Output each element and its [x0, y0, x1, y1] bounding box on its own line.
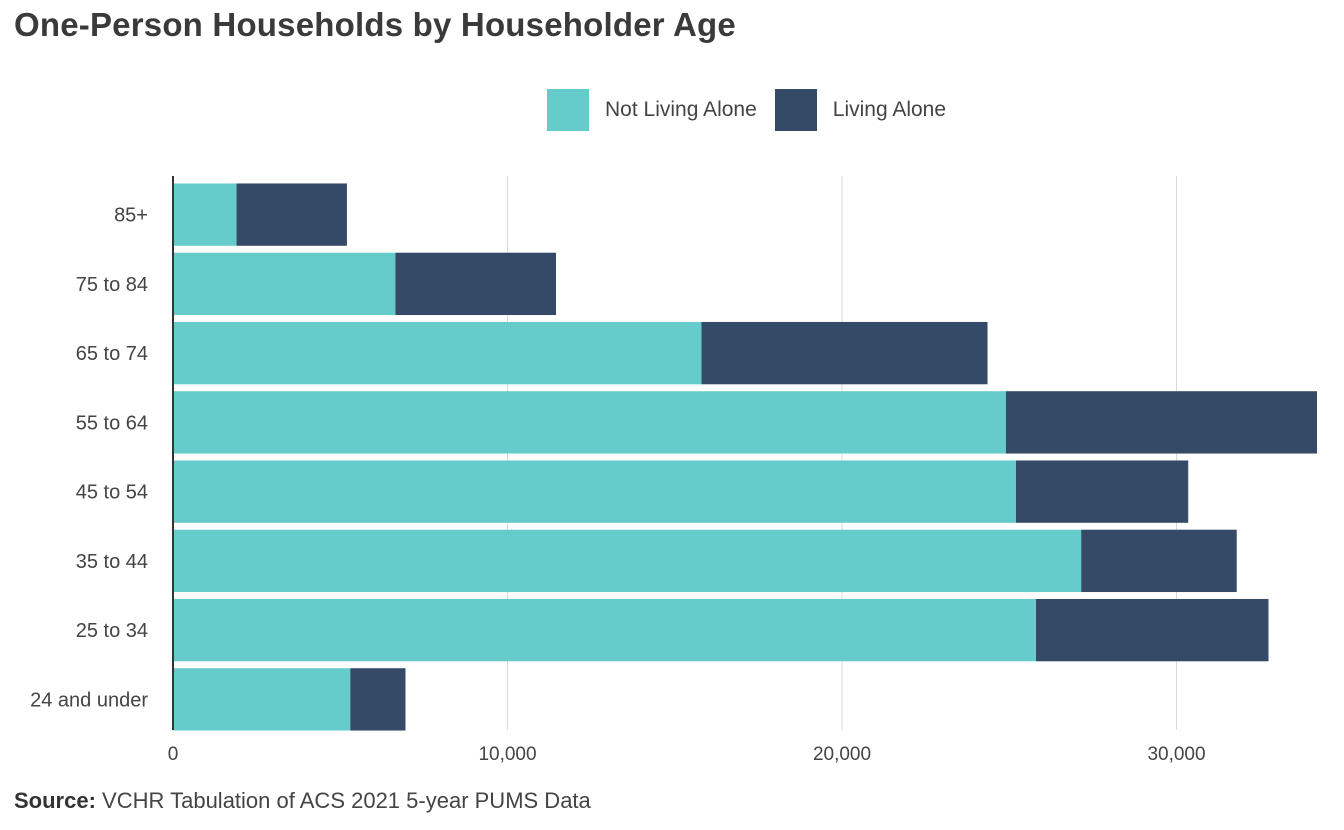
y-category-label: 35 to 44 [76, 551, 148, 573]
chart-title: One-Person Households by Householder Age [14, 6, 736, 43]
legend-swatch-not-living-alone [547, 89, 589, 131]
bar-not-living-alone [173, 252, 396, 316]
bar-living-alone [236, 183, 347, 246]
y-category-label: 25 to 34 [76, 620, 148, 642]
legend: Not Living Alone Living Alone [547, 89, 964, 131]
legend-label-not-living-alone: Not Living Alone [605, 98, 757, 121]
x-tick-label: 0 [168, 744, 179, 765]
bar-living-alone [1036, 598, 1269, 662]
y-category-label: 85+ [114, 205, 148, 227]
y-category-label: 45 to 54 [76, 482, 148, 504]
legend-item-not-living-alone: Not Living Alone [547, 89, 757, 131]
source-label: Source: [14, 788, 96, 813]
bar-living-alone [1081, 529, 1237, 593]
bar-living-alone [1015, 460, 1189, 523]
bar-not-living-alone [173, 460, 1016, 523]
bar-living-alone [350, 668, 406, 731]
bar-not-living-alone [173, 668, 351, 731]
bar-not-living-alone [173, 183, 237, 246]
y-category-label: 24 and under [30, 689, 148, 711]
bar-not-living-alone [173, 391, 1006, 454]
source-text: VCHR Tabulation of ACS 2021 5-year PUMS … [102, 788, 591, 813]
y-category-label: 65 to 74 [76, 343, 148, 365]
x-tick-label: 20,000 [813, 744, 871, 765]
y-category-label: 55 to 64 [76, 412, 148, 434]
source-note: Source: VCHR Tabulation of ACS 2021 5-ye… [14, 788, 591, 814]
bar-living-alone [1005, 391, 1317, 454]
bar-not-living-alone [173, 529, 1082, 593]
legend-item-living-alone: Living Alone [774, 89, 947, 131]
legend-swatch-living-alone [774, 89, 817, 131]
x-tick-label: 30,000 [1147, 744, 1205, 765]
x-tick-label: 10,000 [478, 744, 536, 765]
bar-living-alone [395, 252, 557, 316]
legend-label-living-alone: Living Alone [832, 98, 947, 121]
bar-not-living-alone [173, 598, 1037, 662]
bar-living-alone [701, 321, 988, 385]
bar-not-living-alone [173, 321, 702, 385]
y-category-label: 75 to 84 [76, 274, 148, 296]
